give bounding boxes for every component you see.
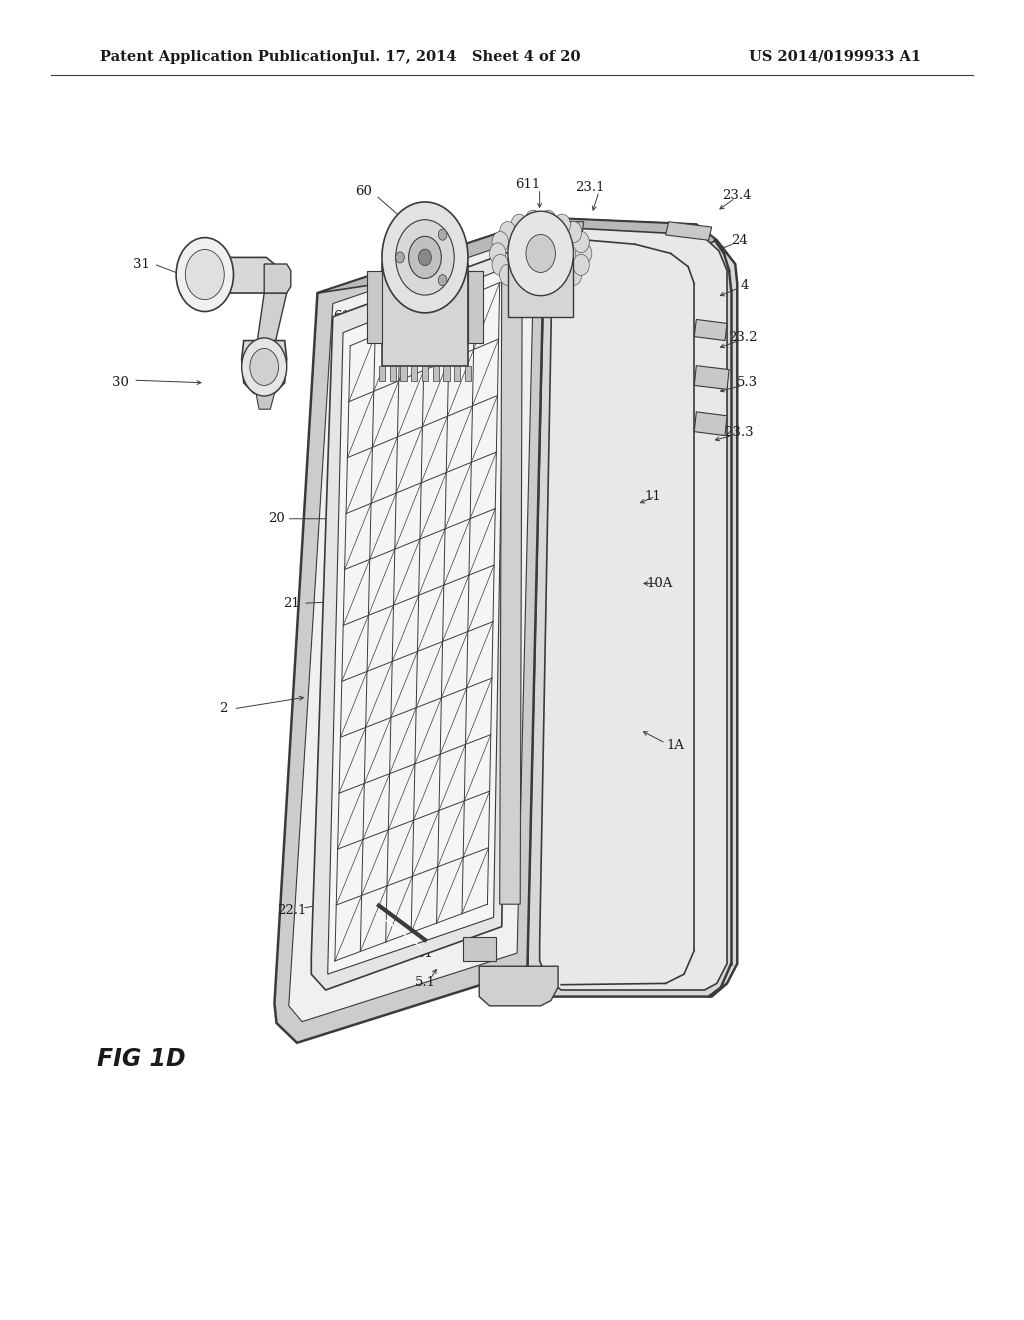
Text: US 2014/0199933 A1: US 2014/0199933 A1 bbox=[750, 50, 922, 63]
Bar bbox=[411, 366, 418, 381]
Polygon shape bbox=[479, 966, 558, 1006]
Polygon shape bbox=[256, 393, 274, 409]
Circle shape bbox=[489, 243, 506, 264]
Bar bbox=[432, 366, 438, 381]
Circle shape bbox=[508, 211, 573, 296]
Polygon shape bbox=[184, 257, 274, 293]
Bar bbox=[389, 366, 395, 381]
Circle shape bbox=[176, 238, 233, 312]
Circle shape bbox=[526, 235, 555, 272]
Text: 24: 24 bbox=[731, 234, 748, 247]
Text: 1A: 1A bbox=[667, 739, 685, 752]
Polygon shape bbox=[666, 222, 712, 240]
Circle shape bbox=[500, 264, 516, 285]
Text: 30: 30 bbox=[113, 376, 129, 389]
Polygon shape bbox=[500, 264, 522, 904]
Text: 11: 11 bbox=[645, 490, 662, 503]
Text: 4: 4 bbox=[740, 279, 749, 292]
Text: 60: 60 bbox=[355, 185, 372, 198]
Polygon shape bbox=[289, 235, 535, 1022]
Circle shape bbox=[500, 222, 516, 243]
Polygon shape bbox=[242, 341, 287, 393]
Text: 23.1: 23.1 bbox=[575, 181, 604, 194]
Circle shape bbox=[565, 264, 582, 285]
Text: 6110: 6110 bbox=[368, 281, 400, 294]
Bar bbox=[443, 366, 450, 381]
Polygon shape bbox=[527, 218, 737, 997]
Polygon shape bbox=[540, 227, 727, 990]
Text: 5.3: 5.3 bbox=[737, 376, 758, 389]
Circle shape bbox=[554, 214, 570, 235]
Circle shape bbox=[242, 338, 287, 396]
Polygon shape bbox=[694, 319, 727, 341]
Polygon shape bbox=[311, 251, 512, 990]
Text: Patent Application Publication: Patent Application Publication bbox=[100, 50, 352, 63]
Text: 5.1: 5.1 bbox=[415, 975, 435, 989]
Circle shape bbox=[575, 243, 592, 264]
Circle shape bbox=[540, 276, 556, 297]
Polygon shape bbox=[274, 218, 545, 1043]
Text: 22.1: 22.1 bbox=[278, 904, 306, 917]
Polygon shape bbox=[382, 264, 468, 366]
Circle shape bbox=[438, 275, 446, 285]
Circle shape bbox=[554, 272, 570, 293]
Circle shape bbox=[525, 210, 542, 231]
Bar bbox=[379, 366, 385, 381]
Circle shape bbox=[572, 231, 589, 252]
Text: 21: 21 bbox=[284, 597, 300, 610]
Circle shape bbox=[250, 348, 279, 385]
Polygon shape bbox=[367, 271, 382, 343]
Text: 23.3: 23.3 bbox=[725, 426, 754, 440]
Polygon shape bbox=[328, 268, 505, 974]
Polygon shape bbox=[694, 412, 727, 436]
Text: 22.2: 22.2 bbox=[416, 264, 444, 277]
Text: 5.2: 5.2 bbox=[524, 990, 545, 1003]
Text: 23.4: 23.4 bbox=[723, 189, 752, 202]
Bar bbox=[455, 366, 461, 381]
Circle shape bbox=[511, 272, 527, 293]
Circle shape bbox=[511, 214, 527, 235]
Text: 10A: 10A bbox=[646, 577, 673, 590]
Text: 2: 2 bbox=[219, 702, 227, 715]
Polygon shape bbox=[317, 218, 717, 293]
Text: 51: 51 bbox=[417, 946, 433, 960]
Circle shape bbox=[493, 231, 509, 252]
Circle shape bbox=[565, 222, 582, 243]
Circle shape bbox=[540, 210, 556, 231]
Polygon shape bbox=[551, 222, 584, 238]
Text: Jul. 17, 2014   Sheet 4 of 20: Jul. 17, 2014 Sheet 4 of 20 bbox=[351, 50, 581, 63]
Circle shape bbox=[493, 255, 509, 276]
Circle shape bbox=[572, 255, 589, 276]
Circle shape bbox=[382, 202, 468, 313]
Text: FIG 1D: FIG 1D bbox=[97, 1047, 186, 1071]
Polygon shape bbox=[468, 271, 483, 343]
Polygon shape bbox=[264, 264, 291, 293]
Circle shape bbox=[395, 219, 455, 296]
Bar bbox=[422, 366, 428, 381]
Text: 20: 20 bbox=[268, 512, 285, 525]
Circle shape bbox=[525, 276, 542, 297]
Circle shape bbox=[395, 252, 404, 263]
Polygon shape bbox=[694, 366, 729, 389]
Circle shape bbox=[419, 249, 431, 265]
Text: 23.2: 23.2 bbox=[728, 331, 757, 345]
Circle shape bbox=[409, 236, 441, 279]
Text: 611: 611 bbox=[515, 178, 540, 191]
Text: 31: 31 bbox=[133, 257, 150, 271]
Polygon shape bbox=[508, 257, 573, 317]
Polygon shape bbox=[256, 293, 287, 350]
Polygon shape bbox=[463, 937, 496, 961]
Text: 610: 610 bbox=[334, 310, 358, 323]
Bar bbox=[465, 366, 471, 381]
Circle shape bbox=[185, 249, 224, 300]
Circle shape bbox=[438, 230, 446, 240]
Bar bbox=[400, 366, 407, 381]
